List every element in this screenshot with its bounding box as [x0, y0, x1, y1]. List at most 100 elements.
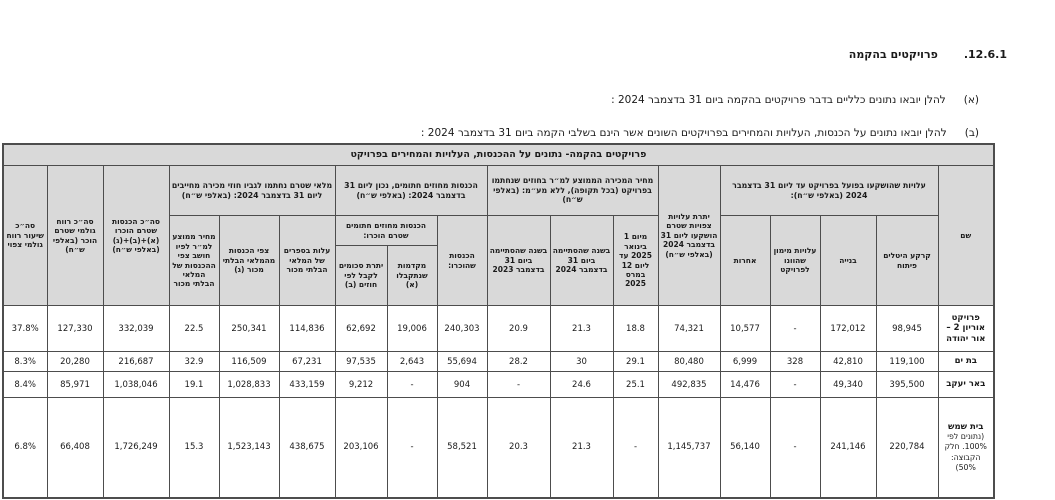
cell-receivables: 97,535: [334, 351, 388, 372]
cell-costs-financing: -: [769, 371, 821, 398]
col-group-unsold-inventory: מלאי שטרם נחתמו לגביו חוזי מכירה מחייבים…: [168, 165, 336, 216]
cell-total-gross-profit: 20,280: [46, 351, 104, 372]
table-row: בת ים 119,100 42,810 328 6,999 80,480 29…: [2, 351, 995, 372]
cell-advances: 19,006: [386, 305, 438, 352]
row-name: בת ים: [937, 351, 995, 372]
cell-receivables: 9,212: [334, 371, 388, 398]
col-group-costs: עלויות שהושקעו בפועל בפרויקט עד ליום 31 …: [719, 165, 939, 216]
section-heading: 12.6.1. פרויקטים בהקמה: [849, 48, 1007, 61]
cell-advances: 2,643: [386, 351, 438, 372]
col-header-inventory-book-cost: עלות בספרים של המלאי הבלתי מכור: [278, 215, 336, 306]
cell-total-unrecognized: 1,038,046: [102, 371, 170, 398]
cell-costs-other: 14,476: [719, 371, 771, 398]
cell-costs-financing: 328: [769, 351, 821, 372]
paragraph-b-text: להלן יובאו נתונים על הכנסות, העלויות והמ…: [420, 127, 947, 139]
cell-total-unrecognized: 216,687: [102, 351, 170, 372]
cell-costs-land: 220,784: [875, 397, 939, 498]
col-header-inventory-expected-revenue: צפי הכנסות מהמלאי הבלתי מכור (ג): [218, 215, 280, 306]
cell-inventory-avg-price: 19.1: [168, 371, 220, 398]
cell-costs-land: 119,100: [875, 351, 939, 372]
table-row: בית שמש (נתונים לפי 100%. חלק הקבוצה: 50…: [2, 397, 995, 498]
col-header-costs-financing: עלויות מימון שהוונו לפרויקט: [769, 215, 821, 306]
cell-advances: -: [386, 371, 438, 398]
col-header-advances: מקדמות שנתקבלו (א): [386, 245, 438, 306]
cell-revenue-recognized: 240,303: [436, 305, 488, 352]
col-header-name: שם: [937, 165, 995, 306]
paragraph-a-text: להלן יובאו נתונים כלליים בדבר פרויקטים ב…: [611, 94, 946, 106]
cell-inventory-book-cost: 114,836: [278, 305, 336, 352]
cell-costs-financing: -: [769, 305, 821, 352]
project-name: בת ים: [954, 356, 977, 367]
cell-receivables: 62,692: [334, 305, 388, 352]
col-header-expected-margin: סה״כ שיעור רווח גולמי צפוי: [2, 165, 48, 306]
cell-price-2023: 20.9: [486, 305, 551, 352]
cell-price-2025: 18.8: [612, 305, 659, 352]
cell-inventory-expected-revenue: 116,509: [218, 351, 280, 372]
cell-advances: -: [386, 397, 438, 498]
cell-inventory-book-cost: 67,231: [278, 351, 336, 372]
cell-costs-other: 56,140: [719, 397, 771, 498]
cell-inventory-avg-price: 22.5: [168, 305, 220, 352]
cell-inventory-book-cost: 438,675: [278, 397, 336, 498]
cell-price-2025: -: [612, 397, 659, 498]
cell-costs-construction: 241,146: [819, 397, 877, 498]
cell-expected-margin: 37.8%: [2, 305, 48, 352]
row-name: באר יעקב: [937, 371, 995, 398]
cell-costs-construction: 42,810: [819, 351, 877, 372]
cell-price-2024: 21.3: [549, 305, 614, 352]
cell-revenue-recognized: 58,521: [436, 397, 488, 498]
cell-total-gross-profit: 127,330: [46, 305, 104, 352]
cell-revenue-recognized: 55,694: [436, 351, 488, 372]
cell-costs-construction: 172,012: [819, 305, 877, 352]
cell-inventory-expected-revenue: 250,341: [218, 305, 280, 352]
cell-price-2025: 25.1: [612, 371, 659, 398]
cell-inventory-avg-price: 15.3: [168, 397, 220, 498]
cell-costs-land: 395,500: [875, 371, 939, 398]
col-header-costs-construction: בנייה: [819, 215, 877, 306]
paragraph-b: (ב) להלן יובאו נתונים על הכנסות, העלויות…: [421, 127, 979, 139]
cell-price-2023: 20.3: [486, 397, 551, 498]
col-header-total-unrecognized: סה״כ הכנסות שטרם הוכרו (א)+(ב)+(ג) (באלפ…: [102, 165, 170, 306]
paragraph-b-marker: (ב): [964, 127, 979, 139]
cell-remaining-costs: 492,835: [657, 371, 721, 398]
col-header-price-2023: בשנה שהסתיימה ביום 31 בדצמבר 2023: [486, 215, 551, 306]
cell-inventory-expected-revenue: 1,028,833: [218, 371, 280, 398]
cell-costs-financing: -: [769, 397, 821, 498]
cell-remaining-costs: 80,480: [657, 351, 721, 372]
col-header-revenue-recognized: הכנסות שהוכרו:: [436, 215, 488, 306]
cell-inventory-book-cost: 433,159: [278, 371, 336, 398]
col-group-signed-revenue: הכנסות מחוזים חתומים, נכון ליום 31 בדצמב…: [334, 165, 488, 216]
cell-price-2023: -: [486, 371, 551, 398]
cell-inventory-avg-price: 32.9: [168, 351, 220, 372]
col-header-costs-other: אחרות: [719, 215, 771, 306]
col-header-price-2025: מיום 1 בינואר 2025 עד ליום 12 במרס 2025: [612, 215, 659, 306]
table-row: באר יעקב 395,500 49,340 - 14,476 492,835…: [2, 371, 995, 398]
cell-price-2023: 28.2: [486, 351, 551, 372]
paragraph-a-marker: (א): [963, 94, 979, 106]
cell-expected-margin: 8.3%: [2, 351, 48, 372]
cell-costs-land: 98,945: [875, 305, 939, 352]
cell-revenue-recognized: 904: [436, 371, 488, 398]
cell-remaining-costs: 1,145,737: [657, 397, 721, 498]
cell-expected-margin: 8.4%: [2, 371, 48, 398]
cell-costs-other: 6,999: [719, 351, 771, 372]
cell-total-unrecognized: 1,726,249: [102, 397, 170, 498]
paragraph-a: (א) להלן יובאו נתונים כלליים בדבר פרויקט…: [611, 94, 979, 106]
cell-receivables: 203,106: [334, 397, 388, 498]
cell-total-unrecognized: 332,039: [102, 305, 170, 352]
cell-price-2024: 21.3: [549, 397, 614, 498]
col-header-receivables: יתרת סכומים לקבל לפי חוזים (ב): [334, 245, 388, 306]
col-header-total-gross-profit: סה״כ רווח גולמי שטרם הוכר (באלפי ש״ח): [46, 165, 104, 306]
section-number: 12.6.1.: [963, 48, 1007, 61]
cell-price-2025: 29.1: [612, 351, 659, 372]
projects-table: פרויקטים בהקמה- נתונים על ההכנסות, העלוי…: [1, 143, 995, 499]
col-header-inventory-avg-price: מחיר ממוצע למ״ר לפיו חושב צפי ההכנסות של…: [168, 215, 220, 306]
table-row: פרויקט אוריון 2 – אור יהודה 98,945 172,0…: [2, 305, 995, 352]
row-name: פרויקט אוריון 2 – אור יהודה: [937, 305, 995, 352]
cell-remaining-costs: 74,321: [657, 305, 721, 352]
project-name: בית שמש: [948, 421, 984, 432]
cell-price-2024: 24.6: [549, 371, 614, 398]
col-header-price-2024: בשנה שהסתיימה ביום 31 בדצמבר 2024: [549, 215, 614, 306]
cell-costs-construction: 49,340: [819, 371, 877, 398]
